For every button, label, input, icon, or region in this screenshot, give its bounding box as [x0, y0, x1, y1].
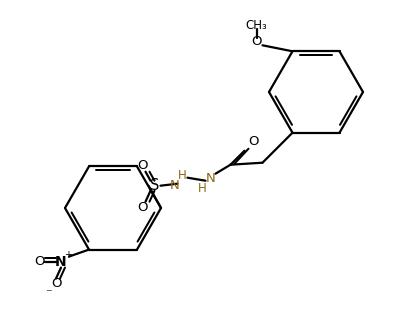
Text: +: + — [64, 250, 72, 259]
Text: H: H — [198, 182, 207, 195]
Text: ⁻: ⁻ — [45, 287, 51, 300]
Text: O: O — [51, 277, 61, 290]
Text: N: N — [170, 179, 179, 192]
Text: O: O — [34, 255, 44, 268]
Text: O: O — [248, 135, 259, 148]
Text: N: N — [206, 172, 215, 185]
Text: H: H — [178, 169, 187, 182]
Text: N: N — [55, 255, 67, 268]
Text: O: O — [251, 35, 262, 48]
Text: S: S — [150, 178, 159, 193]
Text: CH₃: CH₃ — [246, 19, 267, 32]
Text: O: O — [137, 159, 148, 172]
Text: O: O — [137, 201, 148, 214]
